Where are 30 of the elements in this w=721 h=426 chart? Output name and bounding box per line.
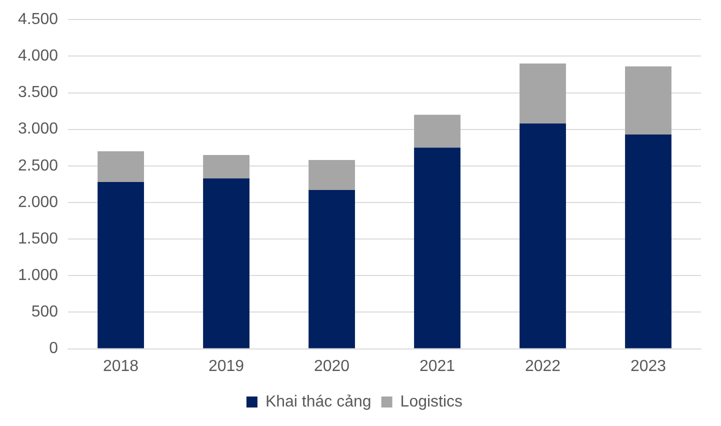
- bar: [203, 178, 250, 348]
- x-tick-label: 2021: [419, 358, 456, 375]
- bar: [98, 151, 144, 182]
- x-tick-label: 2018: [102, 358, 139, 375]
- bar: [625, 66, 672, 134]
- bar: [520, 123, 566, 348]
- bar: [98, 182, 144, 348]
- y-tick-label: 2.500: [18, 157, 58, 174]
- bar: [414, 148, 460, 348]
- bar: [308, 160, 355, 190]
- bar: [625, 134, 672, 348]
- x-tick-label: 2019: [208, 358, 244, 375]
- y-tick-label: 0: [49, 340, 58, 358]
- y-tick-label: 4.000: [18, 48, 58, 65]
- bar: [520, 63, 566, 124]
- y-tick-label: 3.000: [18, 120, 58, 138]
- x-tick-label: 2023: [630, 358, 666, 375]
- legend-label: Logistics: [400, 393, 463, 410]
- bar: [308, 190, 355, 348]
- y-tick-label: 2.000: [18, 194, 58, 211]
- y-tick-label: 500: [31, 304, 58, 321]
- x-tick-label: 2022: [524, 358, 561, 375]
- y-tick-label: 1.000: [18, 267, 58, 284]
- x-tick-label: 2020: [314, 358, 350, 375]
- y-tick-label: 3.500: [18, 84, 58, 102]
- y-tick-label: 1.500: [18, 230, 58, 248]
- y-tick-label: 4.500: [18, 11, 58, 28]
- legend-label: Khai thác cảng: [265, 393, 372, 410]
- bar: [414, 114, 460, 148]
- bar: [203, 154, 250, 178]
